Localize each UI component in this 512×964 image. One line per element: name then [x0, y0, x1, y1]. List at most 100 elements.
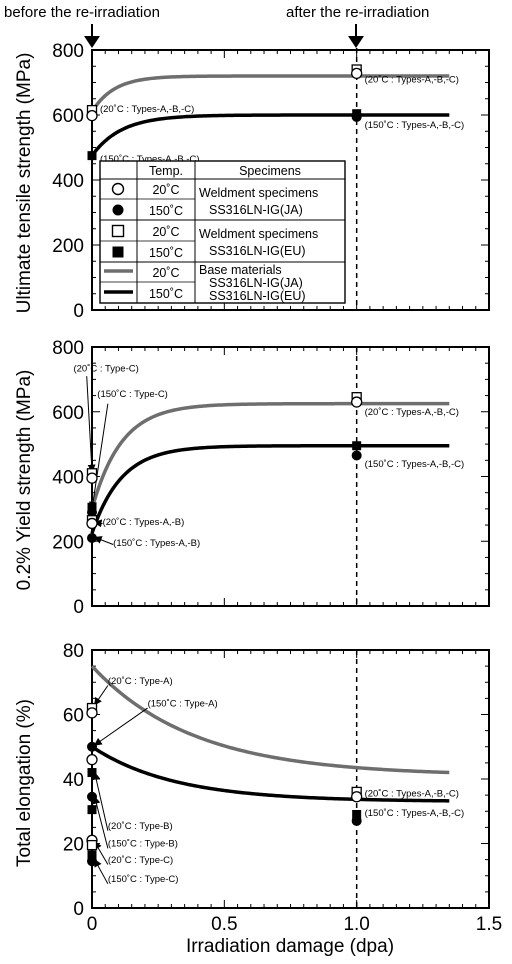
axis-ticks — [91, 649, 490, 909]
annotation-label: (20˚C : Types-A,-B,-C) — [100, 104, 194, 115]
annotation-label: (150˚C : Type-C) — [108, 874, 179, 885]
header-after-label: after the re-irradiation — [286, 4, 429, 21]
header-before-label: before the re-irradiation — [4, 4, 160, 21]
panel-ultimate-tensile-strength: Ultimate tensile strength (MPa) 0 200 400 6… — [14, 41, 490, 322]
legend-temp-2: 150˚C — [149, 204, 183, 218]
y-tick-label: 40 — [63, 770, 84, 791]
legend-marker-open-square — [111, 224, 125, 238]
legend-temp-4: 150˚C — [149, 246, 183, 260]
curve-base-20c — [90, 401, 450, 510]
data-point-filled-circle — [87, 856, 97, 867]
legend-spec-2: SS316LN-IG(JA) — [209, 203, 303, 217]
annotation-arrow — [93, 536, 114, 545]
y-axis-label: 0.2% Yield strength (MPa) — [14, 370, 35, 591]
annotation-label: (150˚C : Types-A,-B) — [113, 538, 200, 549]
data-point-filled-square — [87, 768, 97, 778]
data-point-open-circle — [86, 472, 98, 484]
data-point-open-circle — [86, 707, 98, 719]
y-axis-label: Total elongation (%) — [14, 699, 35, 867]
annotation-arrow — [86, 376, 96, 473]
y-tick-label: 800 — [52, 41, 84, 62]
axis-ticks — [91, 49, 490, 311]
data-point-open-circle — [86, 110, 98, 122]
y-tick-label: 80 — [63, 641, 84, 662]
legend-spec-3: Weldment specimens — [199, 227, 318, 241]
annotation-arrow — [93, 707, 148, 746]
legend-spec-1: Weldment specimens — [199, 186, 318, 200]
annotation-label: (20˚C : Types-A,-B,-C) — [365, 407, 459, 418]
annotation-label: (20˚C : Types-A,-B) — [103, 517, 185, 528]
legend-temp-6: 150˚C — [149, 287, 183, 301]
y-tick-label: 400 — [52, 171, 84, 192]
data-point-filled-circle — [87, 791, 97, 802]
data-point-filled-circle — [351, 450, 362, 461]
y-tick-label: 20 — [63, 835, 84, 856]
annotation-label: (150˚C : Type-B) — [108, 839, 178, 850]
data-point-filled-square — [87, 805, 97, 815]
annotation-label: (150˚C : Types-A,-B,-C) — [365, 120, 465, 131]
data-point-filled-circle — [87, 533, 97, 544]
annotation-label: (20˚C : Type-C) — [73, 363, 138, 374]
legend-header-specimens: Specimens — [239, 164, 301, 178]
x-tick-label: 0.5 — [211, 914, 237, 935]
plot-frame — [91, 346, 490, 607]
annotation-label: (150˚C : Types-A,-B,-C) — [365, 808, 465, 819]
x-axis-label: Irradiation damage (dpa) — [186, 936, 394, 957]
y-tick-label: 200 — [52, 532, 84, 553]
y-tick-label: 400 — [52, 468, 84, 489]
y-tick-label: 600 — [52, 403, 84, 424]
annotation-label: (20˚C : Type-C) — [108, 855, 173, 866]
annotation-arrow — [94, 685, 109, 706]
legend-marker-filled-circle — [112, 204, 124, 216]
y-tick-label: 800 — [52, 338, 84, 359]
data-point-filled-circle — [87, 741, 97, 752]
curve-base-20c — [90, 74, 450, 113]
legend-marker-filled-square — [112, 246, 124, 258]
legend-spec-6: SS316LN-IG(JA) — [209, 276, 303, 290]
data-point-filled-square — [352, 441, 362, 451]
legend-spec-4: SS316LN-IG(EU) — [209, 244, 306, 258]
panel-total-elongation: Total elongation (%) 0 20 40 60 80 0 0.5 1.0 1.5… — [14, 641, 502, 935]
x-tick-label: 1.5 — [476, 914, 502, 935]
data-point-open-circle — [351, 396, 363, 408]
data-point-filled-square — [87, 850, 97, 860]
annotation-label: (20˚C : Types-A,-B,-C) — [365, 75, 459, 86]
legend-temp-5: 20˚C — [152, 266, 179, 280]
legend: Temp. Specimens 20˚C 150˚C 20˚C 150˚C 20… — [99, 160, 346, 304]
legend-temp-1: 20˚C — [152, 183, 179, 197]
curve-base-150c — [90, 113, 450, 157]
legend-temp-3: 20˚C — [152, 225, 179, 239]
annotation-arrow — [92, 795, 109, 849]
panel-yield-strength: 0.2% Yield strength (MPa) 0 200 400 600 800 (… — [14, 338, 490, 618]
legend-spec-7: SS316LN-IG(EU) — [209, 289, 306, 303]
annotation-label: (150˚C : Type-C) — [97, 389, 168, 400]
data-point-filled-square — [87, 151, 97, 161]
data-point-filled-square — [352, 809, 362, 819]
annotation-label: (20˚C : Type-B) — [108, 821, 173, 832]
header-before-arrow — [84, 24, 100, 48]
plot-frame — [91, 649, 490, 909]
curve-base-20c — [90, 664, 450, 775]
annotation-label: (150˚C : Types-A,-B,-C) — [365, 459, 465, 470]
data-point-open-circle — [351, 791, 363, 803]
curve-base-150c — [91, 745, 450, 803]
y-tick-label: 0 — [73, 899, 84, 920]
y-tick-label: 0 — [73, 301, 84, 322]
y-tick-label: 60 — [63, 706, 84, 727]
x-tick-label: 0 — [87, 914, 98, 935]
y-tick-label: 0 — [73, 597, 84, 618]
data-point-open-circle — [86, 517, 98, 530]
annotation-arrow — [94, 858, 109, 885]
curve-base-150c — [90, 443, 450, 534]
data-point-open-circle — [351, 67, 363, 80]
data-point-filled-circle — [87, 507, 97, 518]
annotation-label: (20˚C : Type-A) — [108, 676, 173, 687]
x-tick-label: 1.0 — [343, 914, 369, 935]
legend-marker-open-circle — [111, 182, 125, 196]
data-point-filled-circle — [351, 111, 362, 122]
annotation-label: (150˚C : Types-A,-B,-C) — [100, 154, 200, 165]
y-tick-label: 200 — [52, 236, 84, 257]
data-point-open-circle — [86, 754, 98, 766]
annotation-label: (20˚C : Types-A,-B,-C) — [365, 789, 459, 800]
